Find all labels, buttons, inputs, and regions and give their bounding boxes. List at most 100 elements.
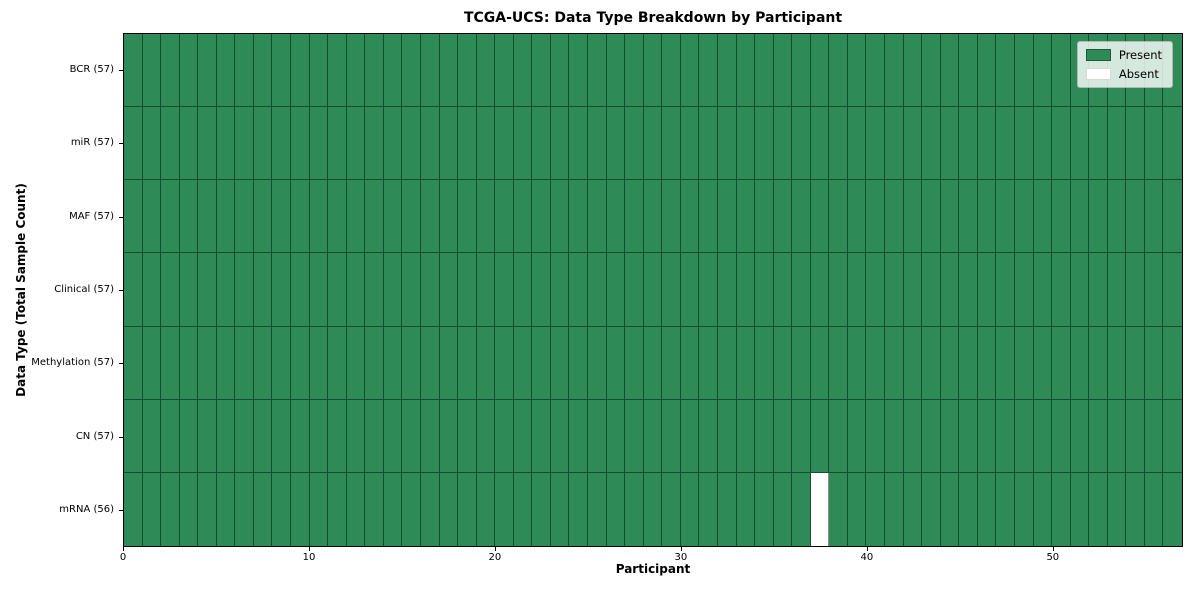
heatmap-cell-miR-0: [124, 107, 143, 181]
heatmap-cell-MAF-1: [142, 180, 162, 254]
heatmap-cell-mRNA-5: [216, 472, 236, 546]
heatmap-cell-CN-9: [291, 399, 310, 473]
heatmap-cell-Clinical-46: [977, 253, 997, 327]
x-tick-label-20: 20: [488, 552, 502, 563]
heatmap-cell-mRNA-15: [402, 472, 421, 546]
legend-item-present: Present: [1085, 49, 1162, 61]
heatmap-cell-Clinical-18: [458, 253, 477, 327]
x-tick-mark: [123, 547, 124, 551]
heatmap-cell-miR-15: [402, 107, 421, 181]
heatmap-cell-miR-39: [847, 107, 867, 181]
heatmap-cell-mRNA-14: [383, 472, 403, 546]
heatmap-cell-BCR-20: [495, 34, 514, 108]
heatmap-cell-Methylation-1: [142, 326, 162, 400]
heatmap-cell-CN-50: [1052, 399, 1071, 473]
heatmap-cell-Clinical-16: [420, 253, 440, 327]
heatmap-cell-Clinical-22: [532, 253, 551, 327]
heatmap-cell-BCR-4: [198, 34, 217, 108]
heatmap-cell-mRNA-36: [792, 472, 811, 546]
heatmap-cell-MAF-6: [235, 180, 254, 254]
y-tick-label-Methylation: Methylation (57): [31, 357, 114, 369]
heatmap-grid: [124, 34, 1182, 546]
heatmap-cell-Clinical-48: [1014, 253, 1034, 327]
heatmap-cell-CN-20: [495, 399, 514, 473]
heatmap-cell-Methylation-16: [420, 326, 440, 400]
heatmap-cell-Methylation-45: [959, 326, 978, 400]
heatmap-cell-MAF-11: [328, 180, 347, 254]
heatmap-cell-BCR-48: [1014, 34, 1034, 108]
heatmap-cell-BCR-3: [179, 34, 199, 108]
y-tick-label-miR: miR (57): [70, 137, 114, 149]
heatmap-cell-mRNA-12: [346, 472, 366, 546]
heatmap-cell-miR-38: [829, 107, 848, 181]
heatmap-cell-Methylation-3: [179, 326, 199, 400]
heatmap-cell-miR-48: [1014, 107, 1034, 181]
heatmap-cell-miR-41: [885, 107, 904, 181]
heatmap-cell-CN-45: [959, 399, 978, 473]
heatmap-cell-CN-53: [1107, 399, 1127, 473]
heatmap-cell-mRNA-17: [439, 472, 459, 546]
heatmap-cell-CN-56: [1163, 399, 1182, 473]
plot-area: Present Absent: [123, 33, 1183, 547]
heatmap-cell-CN-40: [866, 399, 886, 473]
heatmap-cell-Methylation-8: [272, 326, 292, 400]
heatmap-cell-CN-38: [829, 399, 848, 473]
heatmap-cell-miR-7: [253, 107, 273, 181]
heatmap-cell-Clinical-40: [866, 253, 886, 327]
heatmap-cell-mRNA-40: [866, 472, 886, 546]
legend-item-absent: Absent: [1085, 67, 1162, 81]
heatmap-cell-miR-13: [365, 107, 384, 181]
heatmap-cell-MAF-54: [1126, 180, 1145, 254]
heatmap-cell-Clinical-4: [198, 253, 217, 327]
heatmap-cell-mRNA-55: [1144, 472, 1164, 546]
heatmap-cell-BCR-28: [643, 34, 663, 108]
heatmap-cell-Methylation-11: [328, 326, 347, 400]
heatmap-cell-BCR-0: [124, 34, 143, 108]
heatmap-cell-Clinical-8: [272, 253, 292, 327]
heatmap-cell-mRNA-2: [161, 472, 180, 546]
heatmap-cell-MAF-44: [940, 180, 960, 254]
heatmap-cell-Clinical-26: [606, 253, 626, 327]
heatmap-cell-miR-27: [625, 107, 644, 181]
heatmap-cell-CN-51: [1070, 399, 1090, 473]
heatmap-cell-miR-42: [903, 107, 923, 181]
heatmap-cell-BCR-13: [365, 34, 384, 108]
heatmap-cell-Methylation-20: [495, 326, 514, 400]
heatmap-cell-CN-21: [513, 399, 533, 473]
heatmap-cell-MAF-36: [792, 180, 811, 254]
heatmap-cell-Clinical-1: [142, 253, 162, 327]
heatmap-cell-miR-23: [550, 107, 570, 181]
heatmap-cell-mRNA-1: [142, 472, 162, 546]
heatmap-cell-mRNA-28: [643, 472, 663, 546]
heatmap-cell-Methylation-12: [346, 326, 366, 400]
heatmap-cell-BCR-16: [420, 34, 440, 108]
heatmap-cell-mRNA-9: [291, 472, 310, 546]
heatmap-cell-mRNA-34: [755, 472, 774, 546]
heatmap-cell-BCR-31: [699, 34, 718, 108]
heatmap-cell-miR-17: [439, 107, 459, 181]
heatmap-cell-Methylation-23: [550, 326, 570, 400]
heatmap-cell-mRNA-42: [903, 472, 923, 546]
heatmap-cell-Clinical-31: [699, 253, 718, 327]
heatmap-cell-BCR-29: [662, 34, 681, 108]
heatmap-cell-MAF-7: [253, 180, 273, 254]
heatmap-cell-Methylation-7: [253, 326, 273, 400]
heatmap-cell-Clinical-0: [124, 253, 143, 327]
heatmap-cell-MAF-24: [569, 180, 589, 254]
legend-label-absent: Absent: [1118, 67, 1159, 81]
heatmap-cell-CN-43: [922, 399, 941, 473]
heatmap-cell-Clinical-3: [179, 253, 199, 327]
heatmap-cell-miR-12: [346, 107, 366, 181]
heatmap-cell-CN-49: [1033, 399, 1053, 473]
heatmap-cell-BCR-2: [161, 34, 180, 108]
heatmap-cell-Methylation-31: [699, 326, 718, 400]
heatmap-cell-Clinical-17: [439, 253, 459, 327]
heatmap-cell-miR-4: [198, 107, 217, 181]
y-tick-mark: [119, 143, 123, 145]
heatmap-cell-miR-2: [161, 107, 180, 181]
heatmap-cell-miR-21: [513, 107, 533, 181]
heatmap-cell-BCR-45: [959, 34, 978, 108]
heatmap-cell-miR-9: [291, 107, 310, 181]
heatmap-cell-Clinical-43: [922, 253, 941, 327]
heatmap-cell-CN-41: [885, 399, 904, 473]
